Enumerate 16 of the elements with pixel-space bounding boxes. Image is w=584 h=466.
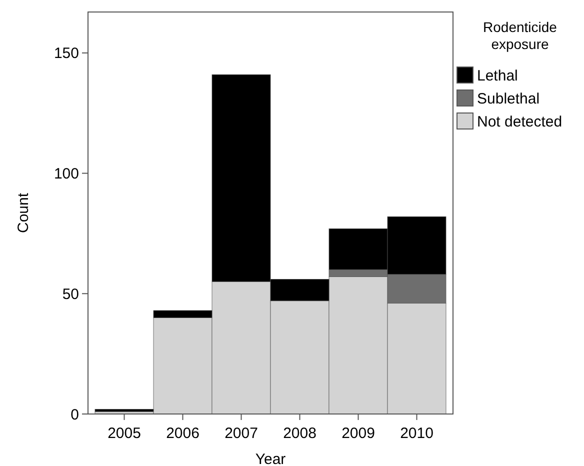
x-tick-label: 2010 xyxy=(400,425,434,442)
x-tick-label: 2007 xyxy=(224,425,258,442)
y-tick-label: 50 xyxy=(62,286,79,303)
x-axis-title: Year xyxy=(255,451,286,466)
x-tick-label: 2008 xyxy=(283,425,316,442)
y-tick-label: 0 xyxy=(70,406,79,424)
y-tick-label: 150 xyxy=(54,45,79,62)
y-tick-label: 100 xyxy=(54,166,79,183)
legend-title: Rodenticide exposure xyxy=(483,19,558,52)
legend-label: Not detected xyxy=(477,113,562,130)
legend-label: Lethal xyxy=(477,67,518,84)
x-tick-label: 2009 xyxy=(342,425,375,442)
x-tick-label: 2005 xyxy=(108,425,141,442)
y-axis-title: Count xyxy=(15,192,32,234)
x-tick-label: 2006 xyxy=(166,425,200,442)
legend-label: Sublethal xyxy=(477,90,540,108)
